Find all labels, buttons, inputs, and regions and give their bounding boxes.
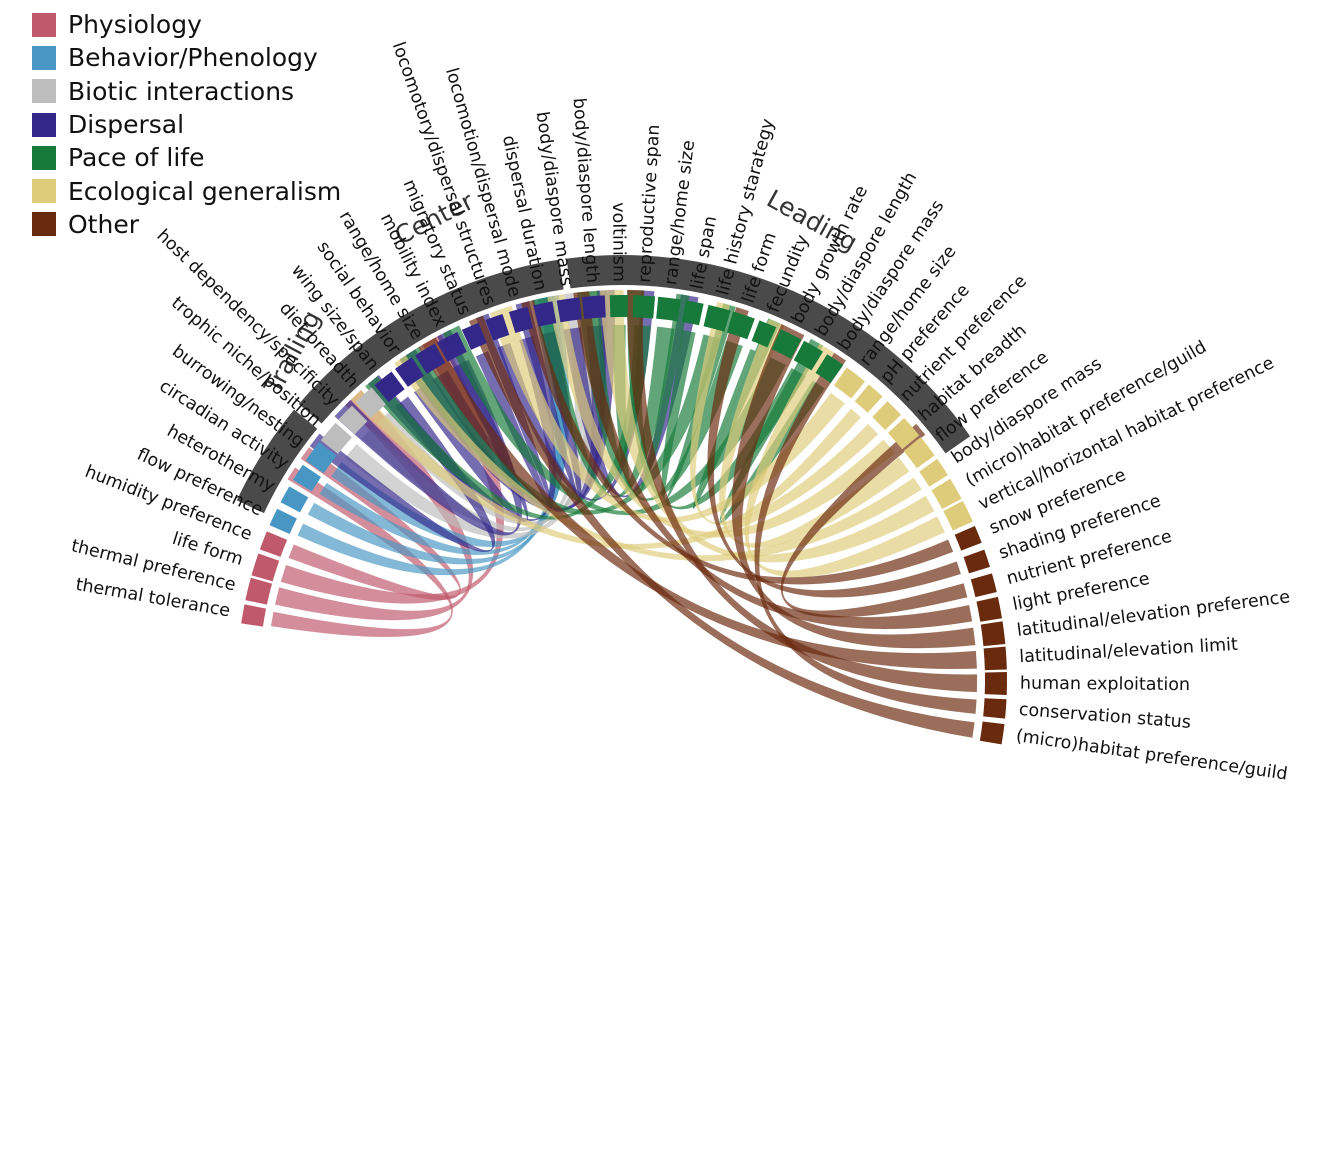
trait-segment (963, 549, 991, 574)
trait-segment (771, 329, 802, 359)
ribbon (297, 296, 564, 576)
trait-segment (872, 401, 902, 430)
trait-segment (833, 367, 866, 399)
trait-segment (609, 295, 628, 318)
ribbon (547, 294, 896, 538)
trait-segment (954, 525, 982, 551)
trait-segment (485, 314, 510, 341)
trait-segment (461, 322, 487, 350)
trait-segment (320, 422, 352, 454)
legend-item: Ecological generalism (32, 174, 341, 207)
trait-segment (436, 331, 467, 362)
trait-segment (984, 672, 1007, 695)
legend-swatch (32, 12, 56, 37)
trait-segment (241, 604, 267, 627)
trait-label: voltinism (608, 202, 629, 282)
trait-segment (854, 384, 883, 413)
ribbon (418, 337, 978, 670)
ribbon (754, 352, 977, 715)
trait-segment (979, 721, 1005, 745)
trait-segment (556, 297, 582, 323)
legend-swatch (32, 112, 56, 137)
legend-label: Biotic interactions (68, 76, 295, 106)
trait-segment (355, 387, 386, 419)
trait-segment (919, 458, 948, 487)
legend: Physiology Behavior/Phenology Biotic inter… (32, 8, 341, 241)
trait-segment (632, 295, 656, 319)
trait-segment (508, 306, 533, 334)
trait-segment (903, 437, 935, 469)
ribbon (707, 306, 962, 598)
position-arc (236, 409, 318, 514)
trait-segment (293, 464, 322, 492)
legend-label: Ecological generalism (68, 176, 342, 206)
trait-segment (815, 354, 844, 383)
trait-segment (703, 304, 731, 332)
legend-item: Physiology (32, 8, 341, 41)
ribbon (627, 289, 807, 510)
trait-segment (581, 295, 606, 319)
trait-label: (micro)habitat preference/guild (1015, 726, 1289, 784)
trait-label: human exploitation (1020, 674, 1190, 696)
ribbon (270, 467, 453, 638)
trait-segment (980, 621, 1006, 647)
ribbon (468, 315, 975, 738)
ribbon (442, 325, 787, 516)
position-arc (298, 259, 564, 424)
trait-segment (259, 531, 288, 557)
legend-swatch (32, 145, 56, 170)
trait-segment (305, 442, 337, 474)
trait-segment (338, 405, 368, 435)
trait-segment (976, 596, 1003, 622)
ribbon (599, 289, 935, 563)
arcs (236, 254, 1007, 745)
legend-item: Other (32, 208, 341, 241)
trait-segment (251, 553, 280, 582)
trait-segment (726, 311, 755, 340)
legend-item: Behavior/Phenology (32, 41, 341, 74)
trait-segment (533, 301, 557, 327)
ribbon (288, 447, 461, 601)
ribbon (307, 294, 570, 565)
trait-segment (245, 577, 273, 605)
trait-label: latitudinal/elevation limit (1019, 635, 1239, 667)
trait-segment (970, 573, 997, 598)
legend-label: Physiology (68, 10, 202, 40)
trait-segment (931, 478, 962, 509)
legend-item: Biotic interactions (32, 75, 341, 108)
position-arc (566, 254, 971, 454)
legend-swatch (32, 79, 56, 104)
legend-swatch (32, 45, 56, 70)
trait-segment (887, 417, 920, 450)
legend-item: Dispersal (32, 108, 341, 141)
legend-label: Other (68, 209, 139, 239)
legend-swatch (32, 179, 56, 204)
trait-segment (943, 500, 973, 531)
trait-segment (394, 357, 424, 387)
trait-segment (793, 340, 824, 371)
trait-segment (656, 296, 681, 322)
trait-label: body/diaspore length (569, 97, 603, 284)
legend-label: Pace of life (68, 143, 205, 173)
trait-segment (280, 486, 309, 513)
trait-segment (983, 698, 1007, 719)
ribbon (319, 297, 561, 556)
trait-segment (682, 300, 704, 326)
trait-segment (374, 371, 405, 402)
trait-segment (983, 646, 1007, 671)
trait-segment (415, 343, 446, 374)
trait-segment (269, 508, 297, 535)
legend-label: Dispersal (68, 110, 185, 140)
ribbon (274, 389, 474, 621)
legend-swatch (32, 212, 56, 237)
legend-label: Behavior/Phenology (68, 43, 318, 73)
trait-label: conservation status (1018, 700, 1191, 733)
ribbon (731, 323, 976, 649)
trait-segment (751, 320, 777, 348)
legend-item: Pace of life (32, 141, 341, 174)
